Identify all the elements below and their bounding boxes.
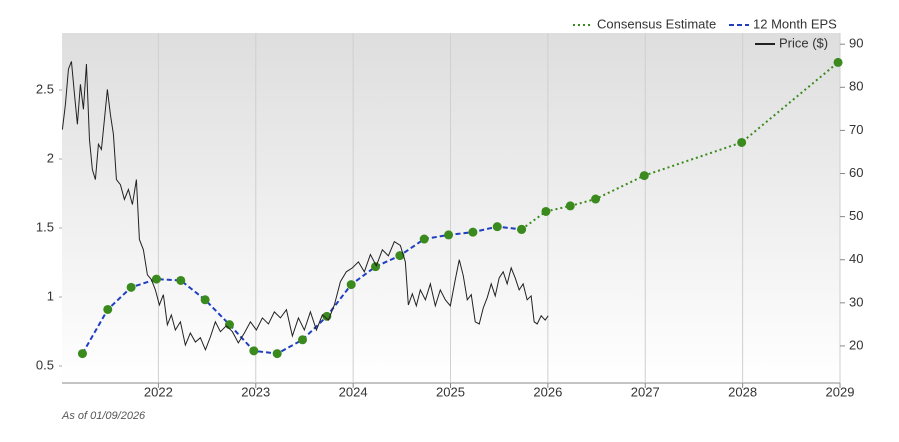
point-marker	[419, 234, 429, 244]
point-marker	[103, 304, 113, 314]
point-marker	[833, 57, 843, 67]
y2-tick-label: 60	[849, 165, 863, 180]
y2-tick-label: 20	[849, 337, 863, 352]
y2-tick-label: 80	[849, 79, 863, 94]
point-marker	[468, 227, 478, 237]
point-marker	[77, 349, 87, 359]
y-tick-label: 2	[47, 150, 54, 165]
as-of-note: As of 01/09/2026	[61, 410, 146, 422]
y2-tick-label: 70	[849, 122, 863, 137]
point-marker	[541, 206, 551, 216]
point-marker	[346, 280, 356, 290]
x-tick-label: 2022	[144, 384, 173, 399]
point-marker	[249, 346, 259, 356]
point-marker	[126, 282, 136, 292]
x-tick-label: 2027	[631, 384, 660, 399]
x-tick-label: 2024	[339, 384, 368, 399]
point-marker	[639, 171, 649, 181]
point-marker	[565, 201, 575, 211]
y-tick-label: 1	[47, 288, 54, 303]
point-marker	[517, 224, 527, 234]
x-tick-label: 2025	[436, 384, 465, 399]
y2-tick-label: 40	[849, 251, 863, 266]
y2-tick-label: 90	[849, 36, 863, 51]
y2-tick-label: 50	[849, 208, 863, 223]
y2-tick-label: 30	[849, 294, 863, 309]
point-marker	[444, 230, 454, 240]
legend-label: 12 Month EPS	[753, 16, 837, 31]
point-marker	[591, 194, 601, 204]
point-marker	[272, 349, 282, 359]
point-marker	[395, 251, 405, 261]
y-tick-label: 0.5	[36, 357, 54, 372]
x-tick-label: 2029	[826, 384, 855, 399]
point-marker	[371, 262, 381, 272]
y-tick-label: 1.5	[36, 219, 54, 234]
point-marker	[737, 137, 747, 147]
y-tick-label: 2.5	[36, 81, 54, 96]
series-line	[61, 61, 549, 352]
x-tick-label: 2023	[241, 384, 270, 399]
point-marker	[200, 295, 210, 305]
point-marker	[224, 320, 234, 330]
x-tick-label: 2026	[533, 384, 562, 399]
point-marker	[176, 275, 186, 285]
point-marker	[151, 274, 161, 284]
point-marker	[298, 335, 308, 345]
legend-label: Price ($)	[779, 35, 828, 50]
x-tick-label: 2028	[728, 384, 757, 399]
point-marker	[492, 222, 502, 232]
legend-label: Consensus Estimate	[597, 16, 716, 31]
